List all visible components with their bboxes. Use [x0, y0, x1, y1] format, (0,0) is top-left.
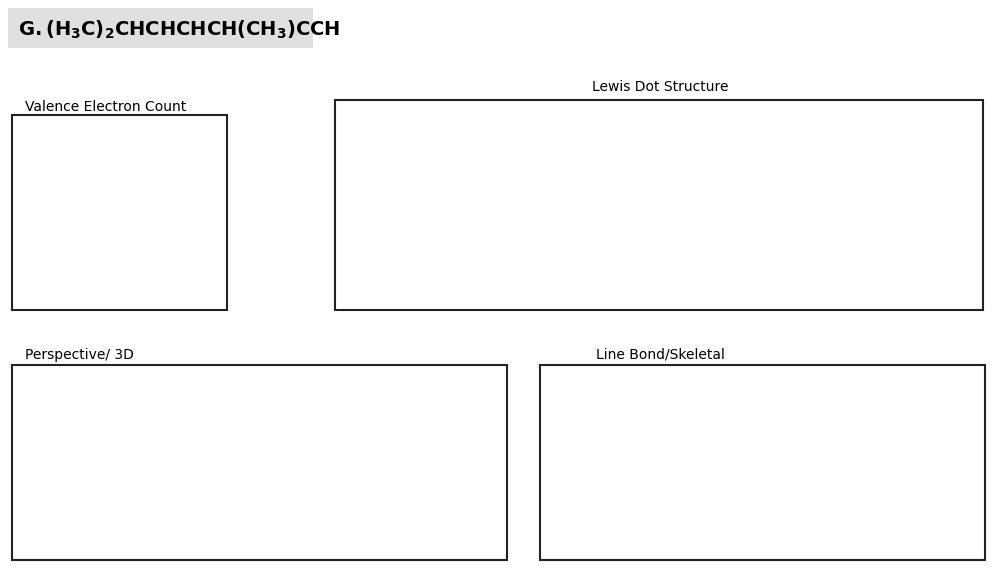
- Text: Line Bond/Skeletal: Line Bond/Skeletal: [596, 348, 725, 362]
- Bar: [12, 365, 507, 560]
- Text: $\mathbf{G.(H_3C)_2CHCHCHCH(CH_3)CCH}$: $\mathbf{G.(H_3C)_2CHCHCHCH(CH_3)CCH}$: [18, 19, 340, 41]
- Text: Valence Electron Count: Valence Electron Count: [25, 100, 187, 114]
- Bar: [12, 115, 227, 310]
- Text: Lewis Dot Structure: Lewis Dot Structure: [592, 80, 729, 94]
- Bar: [8, 8, 313, 48]
- Bar: [540, 365, 985, 560]
- Bar: [335, 100, 983, 310]
- Text: Perspective/ 3D: Perspective/ 3D: [25, 348, 134, 362]
